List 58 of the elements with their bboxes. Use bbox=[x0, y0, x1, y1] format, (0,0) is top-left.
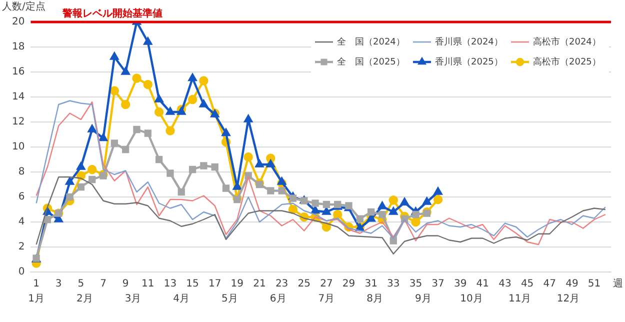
x-tick-label: 41 bbox=[476, 278, 490, 290]
y-tick-label: 14 bbox=[12, 92, 25, 103]
legend-label: 高松市（2025） bbox=[533, 56, 601, 68]
y-tick-label: 12 bbox=[12, 116, 25, 128]
x-tick-label: 7 bbox=[100, 278, 106, 290]
x-tick-label: 29 bbox=[342, 278, 356, 290]
x-tick-label: 3 bbox=[55, 278, 62, 290]
text: 6月 bbox=[270, 294, 286, 305]
x-tick-label: 39 bbox=[454, 278, 467, 290]
text: 12月 bbox=[556, 294, 580, 305]
legend-label: 全 国（2025） bbox=[337, 56, 405, 68]
text: 7月 bbox=[318, 294, 335, 305]
y-tick-label: 16 bbox=[12, 66, 25, 78]
x-tick-label: 45 bbox=[520, 278, 534, 290]
y-tick-label: 10 bbox=[12, 142, 25, 153]
text: 9月 bbox=[414, 294, 432, 305]
y-tick-label: 8 bbox=[18, 166, 25, 178]
x-tick-label: 13 bbox=[164, 278, 177, 290]
y-tick-label: 6 bbox=[18, 192, 25, 203]
text: 8月 bbox=[366, 294, 383, 305]
text: 10月 bbox=[460, 294, 483, 305]
text: 3月 bbox=[124, 294, 142, 305]
legend-label: 香川県（2025） bbox=[435, 56, 503, 68]
y-tick-label: 0 bbox=[18, 266, 25, 278]
x-tick-label: 19 bbox=[230, 278, 244, 290]
x-axis-title: 週 bbox=[613, 278, 623, 290]
x-tick-label: 43 bbox=[498, 278, 512, 290]
text: 2月 bbox=[76, 294, 93, 305]
text: 4月 bbox=[173, 294, 190, 305]
x-tick-label: 35 bbox=[409, 278, 422, 290]
x-tick-label: 17 bbox=[208, 278, 222, 290]
x-tick-label: 1 bbox=[33, 278, 40, 290]
x-tick-label: 5 bbox=[78, 278, 84, 290]
y-tick-label: 4 bbox=[18, 216, 25, 228]
x-tick-label: 23 bbox=[275, 278, 288, 290]
text: 11月 bbox=[508, 294, 532, 305]
x-tick-label: 37 bbox=[432, 278, 444, 290]
text: 1月 bbox=[28, 294, 44, 305]
x-tick-label: 21 bbox=[253, 278, 266, 290]
x-tick-label: 51 bbox=[588, 278, 601, 290]
x-tick-label: 47 bbox=[543, 278, 556, 290]
y-axis-title: 人数/定点 bbox=[2, 0, 46, 13]
legend-label: 全 国（2024） bbox=[337, 36, 405, 48]
x-tick-label: 49 bbox=[566, 278, 578, 290]
x-tick-label: 9 bbox=[122, 278, 129, 290]
x-tick-label: 27 bbox=[320, 278, 333, 290]
y-tick-label: 18 bbox=[12, 42, 25, 53]
text: 5月 bbox=[222, 294, 238, 305]
ref-line-label: 警報レベル開始基準値 bbox=[62, 8, 163, 20]
x-tick-label: 15 bbox=[186, 278, 199, 290]
x-tick-label: 11 bbox=[142, 278, 154, 290]
legend-label: 香川県（2024） bbox=[435, 36, 503, 48]
y-tick-label: 20 bbox=[12, 16, 25, 28]
x-tick-label: 25 bbox=[298, 278, 310, 290]
y-tick-label: 2 bbox=[18, 242, 25, 253]
legend-label: 高松市（2024） bbox=[533, 36, 601, 48]
x-tick-label: 31 bbox=[364, 278, 378, 290]
x-tick-label: 33 bbox=[387, 278, 400, 290]
